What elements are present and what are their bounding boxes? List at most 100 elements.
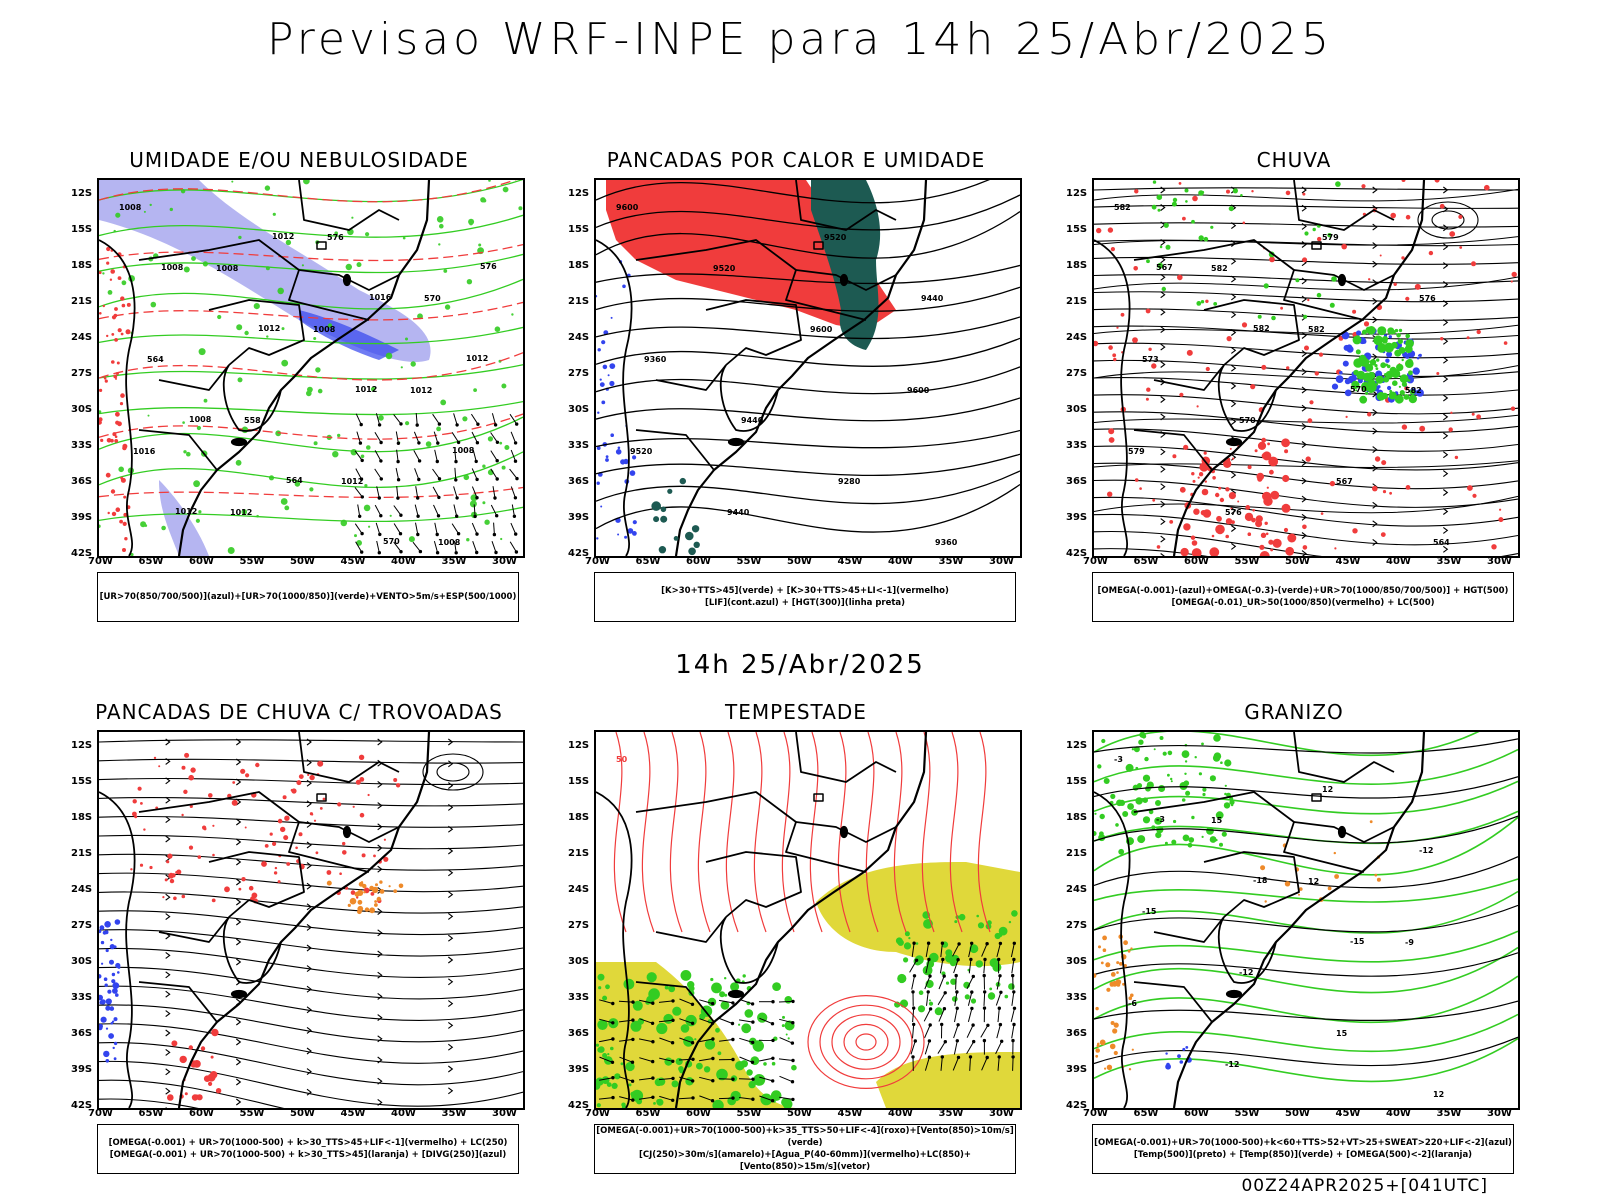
minas-border [795,269,897,291]
stream-arrow [236,878,242,886]
legend-box: [OMEGA(-0.001)+UR>70(1000-500)+k<60+TTS>… [1092,1124,1514,1174]
uruguay-border [222,364,282,432]
lat-tick-label: 27S [71,368,93,379]
lon-tick-label: 30W [1487,1108,1512,1119]
stream-arrow [236,1098,242,1106]
continent-outline [99,732,431,1108]
paraguay-border [208,851,305,918]
stream-arrow [1372,260,1378,268]
contour-label: 564 [286,476,303,485]
stream-arrow [1301,332,1307,339]
contour-label: 558 [244,416,261,425]
paraguay-border [208,299,305,366]
legend-line: [K>30+TTS>45](verde) + [K>30+TTS>45+LI<-… [661,586,949,596]
lat-tick-label: 18S [1066,260,1088,271]
uruguay-border [719,916,779,984]
legend-box: [OMEGA(-0.001)-(azul)+OMEGA(-0.3)-(verde… [1092,572,1514,622]
contour-label: 582 [1308,325,1325,334]
map-graphic: 9600 9520 9600 9600 9520 9440 9520 9440 9360 9440… [596,180,1020,556]
goias-border [795,180,897,231]
uruguay-border [719,364,779,432]
stream-arrow [1301,422,1307,430]
lon-tick-label: 50W [787,1108,812,1119]
andes-border [1094,791,1131,1108]
minas-border [795,821,897,843]
map-graphic: 50 [596,732,1020,1108]
divergence-blue [99,919,121,1063]
lat-tick-label: 39S [568,512,590,523]
thunder-red-south [167,1028,222,1101]
lon-tick-label: 70W [585,556,610,567]
lon-tick-label: 30W [1487,556,1512,567]
stream-arrow [1443,413,1449,421]
lat-tick-label: 36S [568,1028,590,1039]
lat-tick-label: 42S [568,1100,590,1111]
hgt-labels: 9600 9520 9600 9600 9520 9440 9520 9440 9360 9440… [616,203,958,547]
contour-label: 579 [1322,233,1339,242]
contour-label: -12 [1239,968,1253,977]
atlantic-coastline [177,732,431,1108]
panel-tempestade: TEMPESTADE 50 12S 15S 18S 21S 24S 27S 30S 33S 36S 3… [554,700,1038,1180]
lif-blue-contours [596,260,637,540]
stream-arrow [306,882,312,890]
minas-border [1293,269,1395,291]
stream-arrow [236,1038,242,1046]
lon-tick-label: 45W [1335,1108,1361,1119]
stream-arrow [1231,400,1237,408]
stream-arrow [236,778,242,786]
stream-arrow [1231,222,1237,230]
uruguay-border [222,916,282,984]
lon-tick-label: 45W [837,556,863,567]
stream-arrow [448,1043,454,1051]
lon-tick-label: 65W [138,556,164,567]
lon-tick-label: 65W [1133,556,1159,567]
lon-tick-label: 50W [290,1108,315,1119]
lon-tick-label: 30W [492,1108,517,1119]
lat-tick-label: 12S [71,740,93,751]
lat-tick-label: 27S [71,920,93,931]
panel-umidade: UMIDADE E/OU NEBULOSIDADE 1008 1008 1008 101… [57,148,541,628]
lon-tick-label: 55W [239,1108,265,1119]
wind850-vectors [909,941,1017,1071]
lat-tick-label: 15S [1066,224,1088,235]
contour-label: -6 [1128,999,1137,1008]
legend-line: [CJ(250)>30m/s](amarelo)+[Agua_P(40-60mm… [638,1150,972,1172]
stream-arrow [306,862,312,870]
state-border [1133,239,1365,321]
panel-granizo: GRANIZO -3 15 12 -9 -6 -12 12 -12 -15 -12 15 12 -3 -18… [1052,700,1536,1180]
stream-arrow [165,738,171,746]
lat-tick-label: 24S [1066,332,1088,343]
lat-tick-label: 18S [568,812,590,823]
contour-label: 570 [424,294,441,303]
paraguay-border [705,299,802,366]
contour-label: 1008 [452,446,475,455]
contour-label: 1008 [161,263,184,272]
lon-tick-label: 40W [1386,556,1411,567]
contour-label: 582 [1253,324,1270,333]
stream-arrow [1160,308,1166,316]
legend-line: [LIF](cont.azul) + [HGT(300)](linha pret… [704,598,906,608]
lon-tick-label: 60W [189,556,214,567]
stream-arrow [1160,273,1166,281]
stream-arrow [448,1065,454,1073]
jet-yellow-south [596,962,796,1108]
paraguay-border [1203,299,1300,366]
contour-label: 9440 [921,294,944,303]
contour-label: 15 [1211,816,1223,825]
contour-label: 582 [1405,386,1422,395]
federal-district [316,793,327,802]
contour-label: 9520 [824,233,847,242]
reservoir [839,825,849,839]
contour-label: 1012 [410,386,432,395]
andes-border [596,791,633,1108]
humidity-upper-blue [99,180,431,556]
stream-arrow [1301,368,1307,376]
lon-tick-label: 55W [736,556,762,567]
contour-label: -15 [1350,937,1365,946]
contour-label: 9520 [713,264,736,273]
stream-arrow [165,913,171,921]
contour-label: 1012 [466,354,488,363]
stream-arrow [1231,311,1237,319]
stream-arrow [306,759,312,767]
argentina-provinces [1133,916,1225,1023]
